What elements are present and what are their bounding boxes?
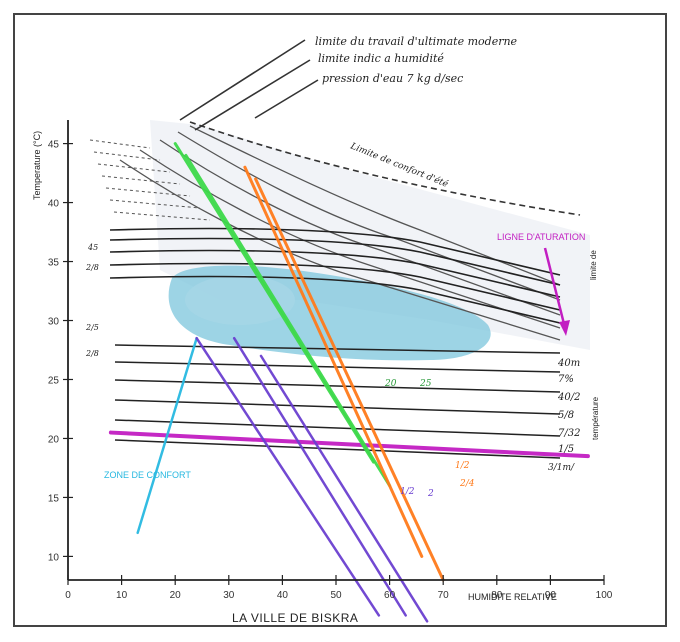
right-label-bottom: 3/1m/ [548,463,575,473]
leader-line-2 [194,59,311,131]
right-side-label-bottom: température [591,396,600,440]
left-small-label-3: 2/8 [85,349,99,358]
saturation-arrow-head [559,320,570,336]
left-small-label-1: 2/8 [85,263,99,272]
x-tick-label: 40 [277,590,289,601]
series-line-orange [243,165,424,558]
top-note-0: limite du travail d'ultimate moderne [315,35,518,48]
x-tick-label: 80 [491,590,503,601]
x-axis-label: HUMIDITE RELATIVE [468,592,557,602]
y-tick-label: 20 [48,434,60,445]
mid-label-0: 20 [384,379,397,389]
short-dashed-1 [93,151,161,161]
leader-line-3 [254,79,319,119]
x-tick-label: 20 [170,590,182,601]
temperature-line-upper-3 [109,262,561,311]
humidity-curve-3 [139,149,561,329]
left-small-label-0: 45 [87,243,98,252]
y-tick-label: 30 [48,317,60,328]
dashed-limit-line [189,121,581,216]
humidity-curve-1 [177,131,561,301]
series-line-purple [195,336,381,617]
leader-line-1 [179,39,306,121]
short-dashed-0 [89,139,151,149]
short-dashed-6 [113,211,211,221]
saturation-arrow-line [543,247,567,329]
orange-label-1: 2/4 [459,479,475,489]
y-tick-label: 40 [48,199,60,210]
series-line-saturation [108,430,590,459]
purple-end-label-1: 2 [427,489,434,499]
top-note-1: limite indic a humidité [318,52,444,65]
temperature-line-upper-1 [109,237,561,286]
humidity-curve-0 [189,125,561,286]
comfort-zone-highlight [185,275,295,325]
series-line-orange [254,177,445,582]
y-tick-label: 35 [48,258,60,269]
temperature-line-upper-2 [109,249,561,298]
x-tick-label: 50 [330,590,342,601]
temperature-line-lower-5 [114,439,561,459]
x-tick-label: 0 [65,590,71,601]
temperature-line-upper-0 [109,227,561,276]
mid-label-1: 25 [419,379,432,389]
series-line-purple [232,336,407,617]
y-tick-label: 25 [48,375,60,386]
x-tick-label: 70 [438,590,450,601]
series-line-green [173,142,376,464]
short-dashed-4 [105,187,191,197]
series-line-purple [259,354,429,623]
right-label-0: 40m [557,358,580,369]
y-tick-label: 45 [48,140,60,151]
right-side-label-top: limite de [589,250,598,280]
x-tick-label: 60 [384,590,396,601]
series-line-cyan [136,336,198,535]
right-label-2: 40/2 [557,392,580,403]
x-tick-label: 100 [596,590,613,601]
y-axis-label: Temperature (°C) [32,131,42,200]
temperature-line-lower-4 [114,419,561,437]
left-small-label-2: 2/5 [85,323,99,332]
x-tick-label: 30 [223,590,235,601]
right-label-4: 7/32 [558,428,580,439]
top-note-2: pression d'eau 7 kg d/sec [322,72,463,85]
chart-caption: LA VILLE DE BISKRA [232,611,358,625]
short-dashed-2 [97,163,171,173]
orange-label-0: 1/2 [455,461,470,471]
temperature-line-lower-2 [114,379,561,393]
temperature-line-lower-0 [114,344,561,354]
saturation-label: LIGNE D'ATURATION [497,232,585,242]
y-tick-label: 15 [48,493,60,504]
x-tick-label: 10 [116,590,128,601]
y-tick-label: 10 [48,552,60,563]
right-label-5: 1/5 [558,444,574,455]
contact-zone-label: ZONE DE CONFORT [104,470,191,480]
series-line-green [184,153,392,488]
right-label-1: 7% [558,374,574,385]
purple-end-label-0: 1/2 [400,487,415,497]
right-label-3: 5/8 [558,410,574,421]
x-tick-label: 90 [545,590,557,601]
short-dashed-3 [101,175,181,185]
